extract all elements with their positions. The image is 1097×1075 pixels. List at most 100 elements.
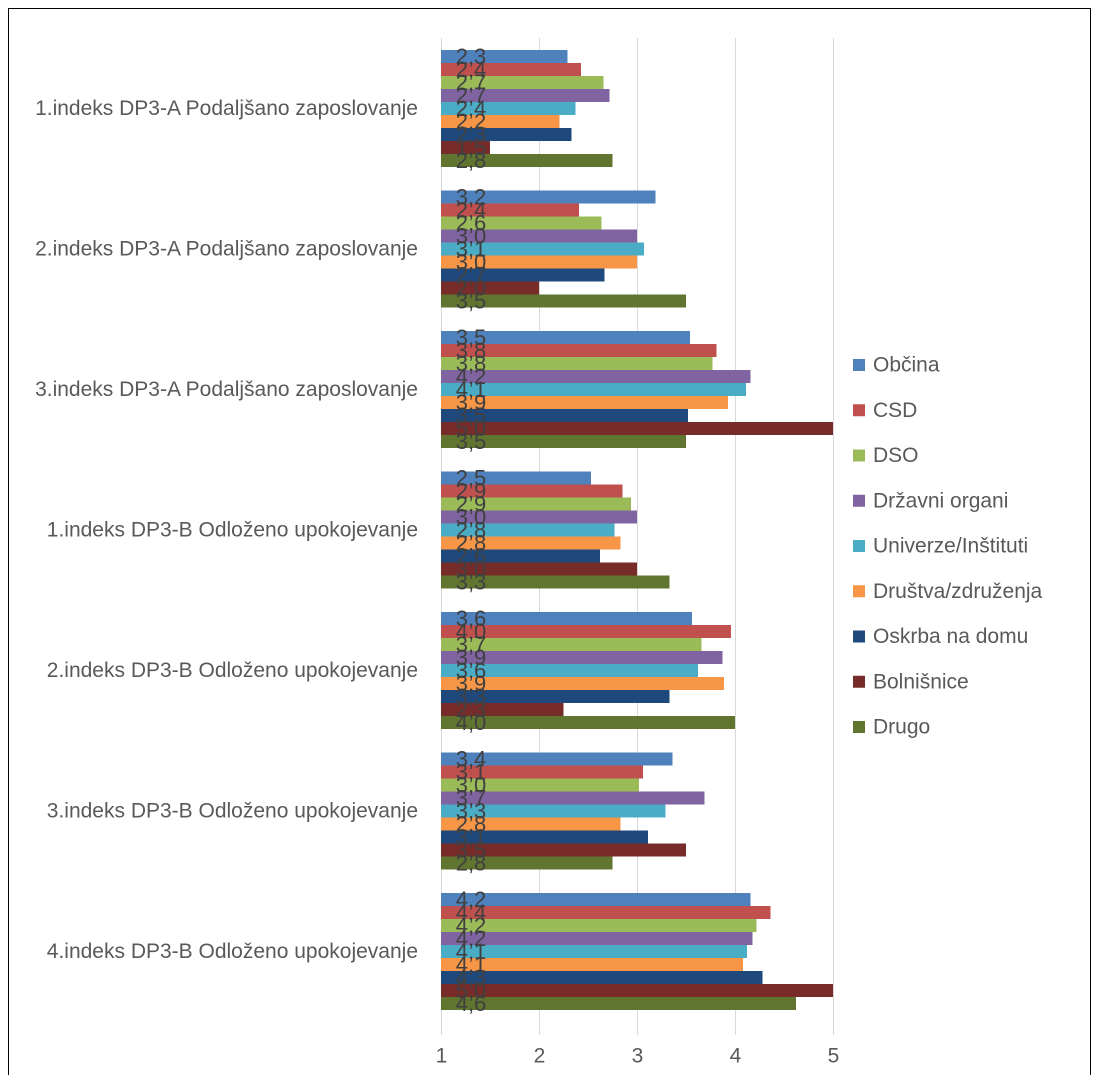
- data-label: 3,0: [456, 556, 487, 581]
- data-label: 2,9: [456, 491, 487, 516]
- bar: [441, 676, 725, 690]
- legend-item: Drugo: [853, 716, 930, 739]
- bar: [441, 752, 673, 766]
- bar: [441, 637, 702, 651]
- legend-item: CSD: [853, 399, 917, 422]
- data-label: 3,1: [456, 236, 487, 261]
- category-label: 1.indeks DP3-B Odloženo upokojevanje: [47, 518, 418, 541]
- x-tick-label: 2: [534, 1045, 546, 1068]
- bar: [441, 892, 751, 906]
- data-label: 4,2: [456, 913, 487, 938]
- data-label: 2,7: [456, 262, 487, 287]
- data-label: 2,5: [456, 465, 487, 490]
- chart-frame: [8, 8, 1091, 1075]
- data-label: 3,9: [456, 671, 487, 696]
- legend-swatch: [853, 359, 865, 371]
- plot-area: [441, 49, 833, 1010]
- bar: [441, 689, 670, 703]
- x-tick-label: 4: [730, 1045, 742, 1068]
- bar: [441, 715, 735, 729]
- bar: [441, 153, 613, 167]
- bar: [441, 765, 643, 779]
- data-label: 3,5: [456, 837, 487, 862]
- data-label: 3,3: [456, 798, 487, 823]
- bar: [441, 856, 613, 870]
- legend-label: CSD: [873, 399, 917, 422]
- data-label: 3,9: [456, 390, 487, 415]
- legend-label: Državni organi: [873, 489, 1008, 512]
- data-label: 4,1: [456, 939, 487, 964]
- data-label: 4,1: [456, 952, 487, 977]
- legend-item: Oskrba na domu: [853, 625, 1028, 648]
- data-label: 3,4: [456, 746, 487, 771]
- data-label: 2,8: [456, 811, 487, 836]
- bar: [441, 918, 757, 932]
- data-label: 3,7: [456, 632, 487, 657]
- category-label: 3.indeks DP3-A Podaljšano zaposlovanje: [35, 378, 418, 401]
- bar: [441, 203, 580, 217]
- legend-label: Občina: [873, 354, 940, 377]
- legend-swatch: [853, 630, 865, 643]
- category-label: 2.indeks DP3-A Podaljšano zaposlovanje: [35, 237, 418, 260]
- legend-label: DSO: [873, 444, 919, 467]
- data-label: 3,3: [456, 684, 487, 709]
- legend-label: Drugo: [873, 716, 930, 739]
- bar: [441, 778, 639, 792]
- data-label: 3,5: [456, 288, 487, 313]
- bar: [441, 497, 632, 511]
- legend-label: Društva/združenja: [873, 580, 1043, 603]
- data-label: 2,8: [456, 850, 487, 875]
- data-label: 3,6: [456, 658, 487, 683]
- bar: [441, 268, 605, 282]
- bar: [441, 791, 705, 805]
- bar: [441, 663, 698, 677]
- data-label: 4,2: [456, 887, 487, 912]
- data-label: 4,2: [456, 926, 487, 951]
- data-label: 3,0: [456, 504, 487, 529]
- legend-swatch: [853, 540, 865, 552]
- data-label: 5,0: [456, 978, 487, 1003]
- x-tick-label: 5: [828, 1045, 840, 1068]
- data-label: 2,4: [456, 197, 487, 222]
- legend-swatch: [853, 449, 865, 462]
- legend: Občina CSD DSO Državni organi Univerze/Inšti…: [853, 354, 1043, 739]
- bar: [441, 931, 753, 945]
- bar: [441, 804, 666, 818]
- data-label: 2,4: [456, 96, 487, 121]
- bar: [441, 127, 572, 141]
- bar: [441, 702, 564, 716]
- data-label: 3,5: [456, 403, 487, 428]
- x-tick-label: 1: [436, 1045, 448, 1068]
- data-label: 4,3: [456, 965, 487, 990]
- bar: [441, 216, 602, 230]
- bar: [441, 957, 743, 971]
- bar: [441, 624, 732, 638]
- legend-swatch: [853, 404, 865, 417]
- bar: [441, 562, 637, 576]
- bar: [441, 75, 604, 89]
- legend-item: Občina: [853, 354, 940, 377]
- data-label: 3,5: [456, 325, 487, 350]
- data-label: 3,0: [456, 772, 487, 797]
- legend-swatch: [853, 585, 865, 598]
- bar: [441, 190, 656, 204]
- bar: [441, 101, 576, 115]
- bar: [441, 510, 637, 524]
- data-label: 2,7: [456, 70, 487, 95]
- bar: [441, 229, 637, 243]
- legend-item: Univerze/Inštituti: [853, 535, 1028, 558]
- data-label: 3,8: [456, 351, 487, 376]
- bar: [441, 843, 686, 857]
- data-label: 3,1: [456, 759, 487, 784]
- bar: [441, 611, 692, 625]
- legend-item: Državni organi: [853, 489, 1008, 512]
- data-label: 3,7: [456, 785, 487, 810]
- data-label: 2,3: [456, 122, 487, 147]
- bar: [441, 343, 717, 357]
- legend-item: DSO: [853, 444, 919, 467]
- bar: [441, 944, 747, 958]
- data-label: 3,0: [456, 249, 487, 274]
- bar: [441, 575, 670, 589]
- bar: [441, 536, 621, 550]
